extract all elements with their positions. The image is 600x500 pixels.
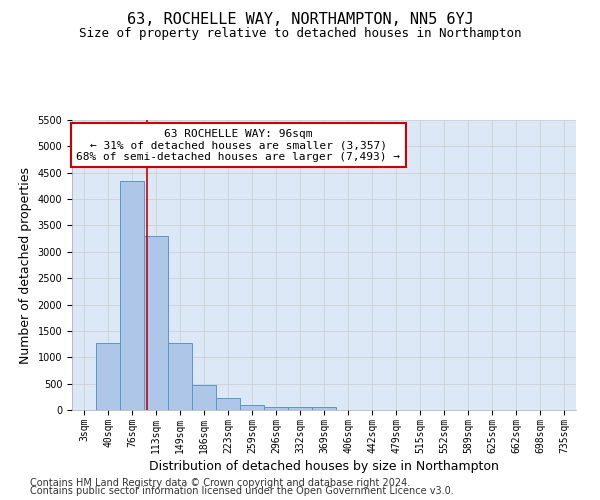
Text: Size of property relative to detached houses in Northampton: Size of property relative to detached ho… — [79, 28, 521, 40]
Bar — [264, 407, 288, 410]
Bar — [192, 384, 216, 410]
Text: Contains HM Land Registry data © Crown copyright and database right 2024.: Contains HM Land Registry data © Crown c… — [30, 478, 410, 488]
Bar — [216, 398, 240, 410]
Text: 63, ROCHELLE WAY, NORTHAMPTON, NN5 6YJ: 63, ROCHELLE WAY, NORTHAMPTON, NN5 6YJ — [127, 12, 473, 28]
Bar — [120, 180, 144, 410]
Bar — [240, 406, 264, 410]
Bar — [168, 343, 192, 410]
Text: Contains public sector information licensed under the Open Government Licence v3: Contains public sector information licen… — [30, 486, 454, 496]
Bar — [96, 343, 120, 410]
Bar — [312, 407, 336, 410]
Bar — [288, 407, 312, 410]
X-axis label: Distribution of detached houses by size in Northampton: Distribution of detached houses by size … — [149, 460, 499, 473]
Bar — [144, 236, 168, 410]
Y-axis label: Number of detached properties: Number of detached properties — [19, 166, 32, 364]
Text: 63 ROCHELLE WAY: 96sqm
← 31% of detached houses are smaller (3,357)
68% of semi-: 63 ROCHELLE WAY: 96sqm ← 31% of detached… — [76, 128, 400, 162]
